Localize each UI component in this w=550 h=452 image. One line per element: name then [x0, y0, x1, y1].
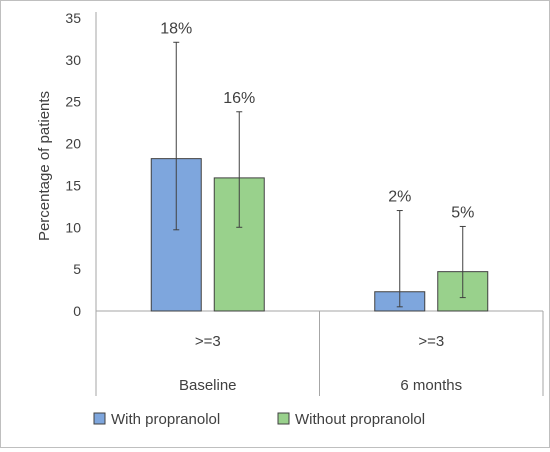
legend-swatch: [277, 412, 290, 425]
data-label: 5%: [451, 204, 474, 221]
data-label: 2%: [388, 189, 411, 206]
y-tick-label: 15: [65, 177, 81, 193]
y-axis-title: Percentage of patients: [36, 91, 53, 241]
subcategory-label: >=3: [418, 333, 444, 350]
data-label: 18%: [160, 20, 192, 37]
legend-swatch: [93, 412, 106, 425]
legend-label: Without propranolol: [295, 411, 425, 428]
y-tick-label: 10: [65, 219, 81, 235]
y-tick-label: 25: [65, 94, 81, 110]
y-tick-label: 0: [73, 303, 81, 319]
category-label: Baseline: [179, 377, 237, 394]
y-tick-label: 5: [73, 261, 81, 277]
subcategory-label: >=3: [195, 333, 221, 350]
legend-label: With propranolol: [111, 411, 220, 428]
y-tick-label: 35: [65, 10, 81, 26]
data-label: 16%: [223, 90, 255, 107]
y-tick-label: 30: [65, 52, 81, 68]
category-label: 6 months: [400, 377, 462, 394]
y-tick-label: 20: [65, 136, 81, 152]
